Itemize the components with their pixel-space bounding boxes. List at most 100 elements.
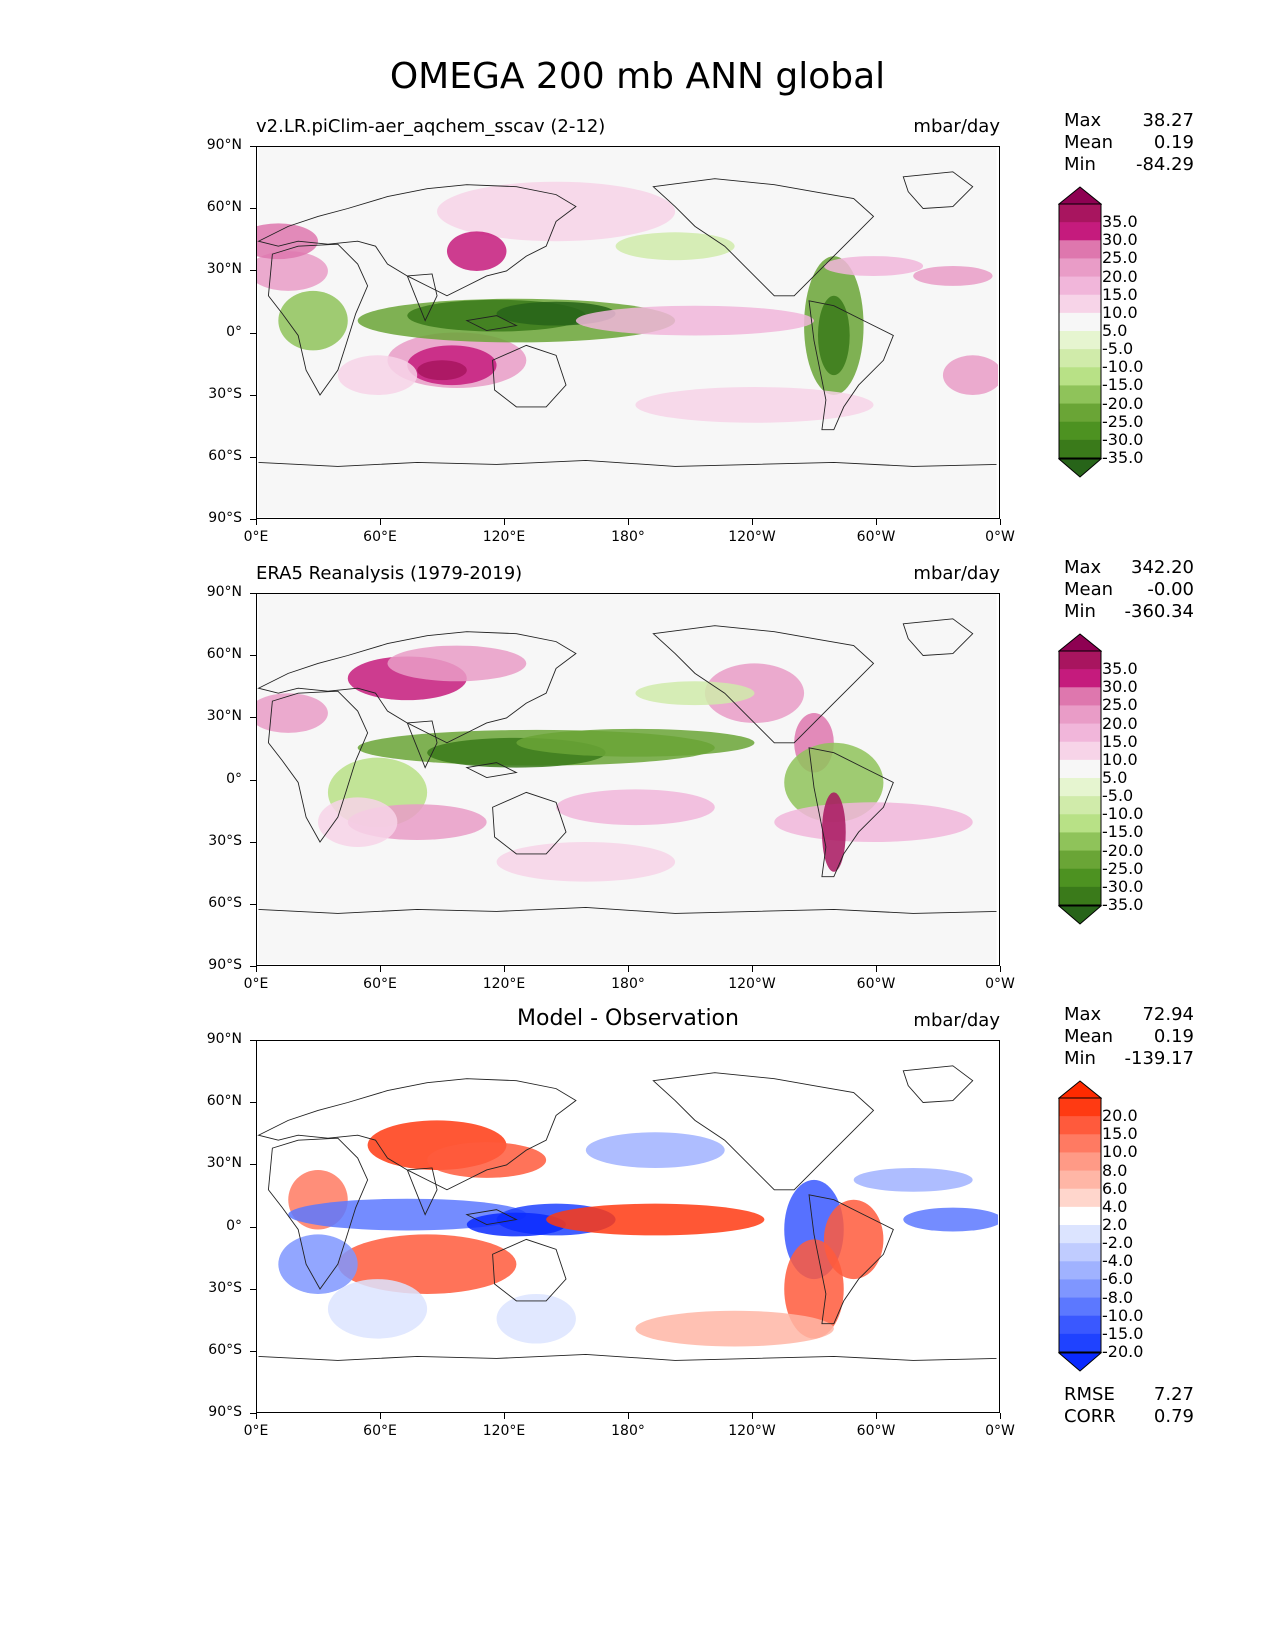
lat-tick-label: 30°N (206, 708, 242, 725)
colorbar-label: -35.0 (1102, 448, 1144, 467)
stat-value: 0.19 (1153, 132, 1194, 153)
coastline (258, 1354, 997, 1361)
lon-tick (876, 1413, 877, 1419)
panel-units: mbar/day (913, 116, 1000, 137)
colorbar-label: -30.0 (1102, 429, 1144, 449)
colorbar-label: 25.0 (1102, 695, 1138, 715)
colorbar-label: -20.0 (1102, 840, 1144, 860)
colorbar-extend-bottom (1057, 1352, 1103, 1372)
colorbar-segment (1059, 331, 1101, 350)
field-contour (417, 360, 467, 381)
colorbar-segment (1059, 1152, 1101, 1172)
colorbar-segment (1059, 705, 1101, 725)
lon-tick-label: 120°W (728, 1423, 776, 1439)
colorbar-svg (1057, 1080, 1103, 1372)
lat-tick (250, 593, 256, 594)
colorbar-segment (1059, 814, 1101, 833)
colorbar-label: -25.0 (1102, 858, 1144, 878)
field-contour (516, 728, 755, 757)
lat-tick-label: 0° (226, 323, 242, 340)
colorbar-segment (1059, 312, 1101, 332)
lon-tick-label: 0°E (243, 1423, 269, 1439)
colorbar-segment (1059, 1188, 1101, 1208)
lat-tick-label: 60°S (208, 1341, 242, 1358)
colorbar-label: -35.0 (1102, 895, 1144, 914)
colorbar-frame (1058, 650, 1102, 906)
lon-tick-label: 0°E (243, 976, 269, 992)
panel-units: mbar/day (913, 1010, 1000, 1031)
colorbar-segment (1059, 1261, 1101, 1280)
colorbar-segment (1059, 403, 1101, 423)
colorbar-segment (1059, 294, 1101, 314)
stat-name: Mean (1064, 579, 1114, 600)
stat-row: Min -84.29 (1064, 154, 1194, 176)
colorbar-segment (1059, 1134, 1101, 1153)
colorbar-segment (1059, 1098, 1101, 1117)
coastline (465, 762, 518, 778)
colorbar-label: -15.0 (1102, 822, 1144, 842)
lon-tick (752, 966, 753, 972)
coastline (257, 631, 577, 744)
colorbar-segment (1059, 385, 1101, 405)
colorbar-label: 30.0 (1102, 677, 1138, 697)
field-contour (575, 305, 814, 336)
field-contour (257, 223, 318, 260)
field-contour (635, 387, 874, 423)
lat-tick (250, 519, 256, 520)
field-contour (278, 290, 348, 351)
colorbar-segment (1059, 687, 1101, 706)
colorbar-label: 6.0 (1102, 1178, 1128, 1198)
colorbar-label: 20.0 (1102, 1106, 1138, 1126)
lat-tick-label: 90°N (206, 137, 242, 153)
coastline (258, 907, 997, 914)
stat-row: Max 342.20 (1064, 557, 1194, 579)
coastline (902, 1065, 974, 1103)
lon-tick (628, 519, 629, 525)
field-contour (913, 266, 993, 286)
map-svg (257, 1041, 998, 1411)
colorbar-label: -8.0 (1102, 1287, 1134, 1307)
coastline (902, 171, 974, 209)
lat-tick (250, 1164, 256, 1166)
colorbar-label: 20.0 (1102, 713, 1138, 733)
stat-name: Min (1064, 1048, 1096, 1069)
coastline (808, 300, 894, 431)
colorbar-segment (1059, 723, 1101, 743)
lat-tick-label: 90°S (208, 957, 242, 973)
colorbar-segment (1059, 651, 1101, 670)
map-svg (257, 594, 997, 964)
lat-tick (250, 208, 256, 210)
colorbar (1057, 186, 1103, 482)
lat-tick (250, 717, 256, 719)
lat-tick-label: 90°S (208, 1404, 242, 1420)
field-contour (942, 355, 998, 395)
field-contour (387, 645, 527, 682)
colorbar-label: -4.0 (1102, 1251, 1134, 1271)
colorbar-label: 8.0 (1102, 1160, 1128, 1180)
stat-name: Max (1064, 1004, 1102, 1025)
lat-tick-label: 60°S (208, 447, 242, 464)
colorbar-segment (1059, 349, 1101, 368)
colorbar-segment (1059, 276, 1101, 296)
colorbar-label: 15.0 (1102, 284, 1138, 304)
colorbar (1057, 1080, 1103, 1376)
field-contour (288, 1198, 527, 1231)
field-contour (327, 1279, 428, 1339)
field-contour (556, 789, 715, 826)
field-contour (817, 295, 850, 376)
lon-tick-label: 0°W (985, 529, 1015, 545)
colorbar-label: -15.0 (1102, 1323, 1144, 1343)
colorbar-segment (1059, 1333, 1101, 1353)
colorbar-label: 25.0 (1102, 248, 1138, 268)
lon-tick-label: 120°E (482, 976, 526, 992)
lon-tick-label: 120°W (728, 976, 776, 992)
colorbar-segment (1059, 850, 1101, 870)
lat-tick (250, 332, 256, 334)
colorbar-label: -10.0 (1102, 357, 1144, 377)
colorbar-extend-top (1057, 186, 1103, 205)
lat-tick (250, 966, 256, 967)
lat-tick (250, 1413, 256, 1414)
lon-tick-label: 60°E (363, 1423, 397, 1439)
stat-name: Max (1064, 557, 1102, 578)
lon-tick-label: 180° (611, 1423, 645, 1439)
